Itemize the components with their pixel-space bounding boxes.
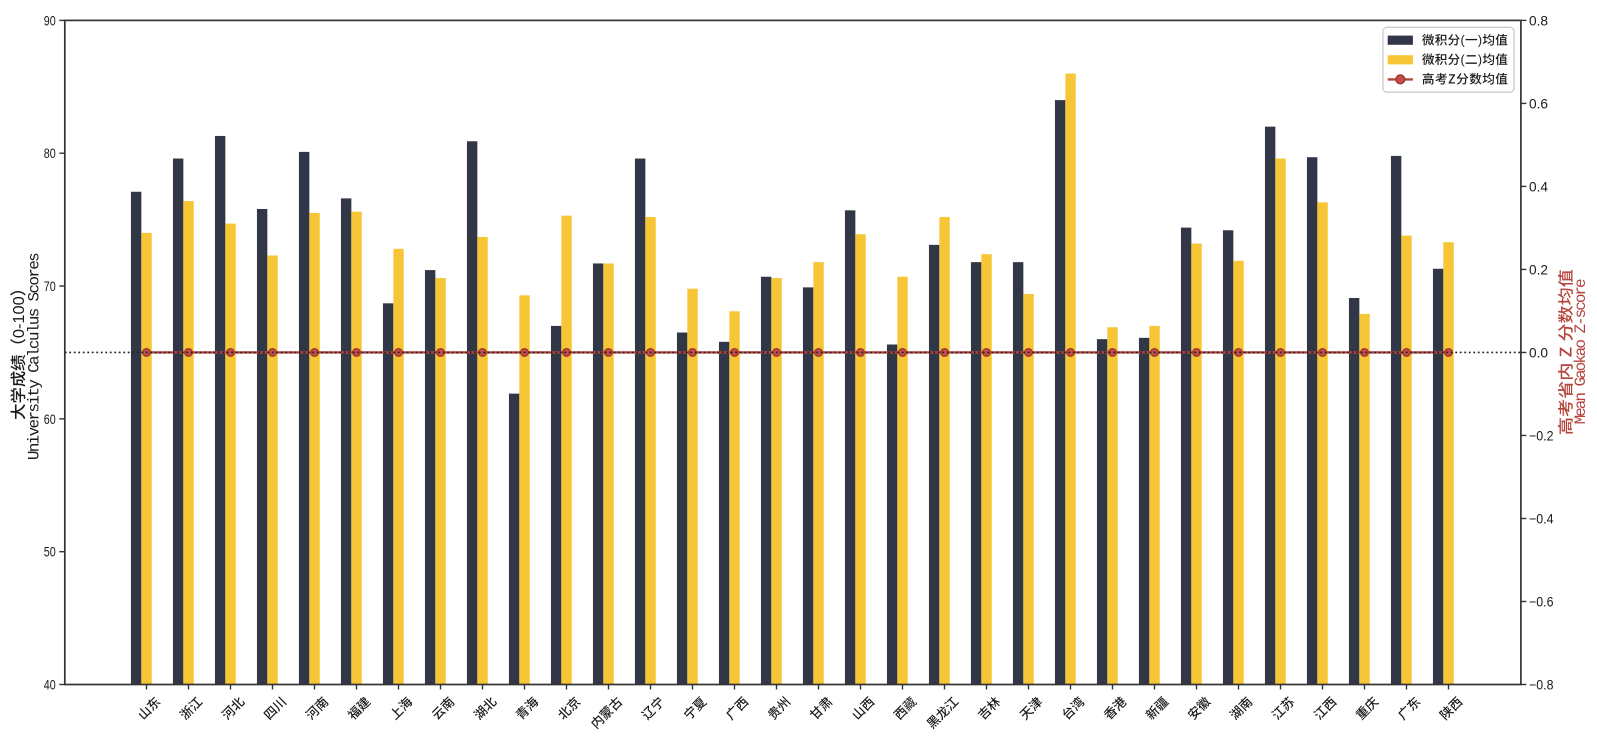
svg-text:微积分(二)均值: 微积分(二)均值	[1422, 49, 1508, 68]
svg-text:90: 90	[44, 9, 56, 29]
svg-text:0.6: 0.6	[1529, 92, 1548, 112]
svg-text:高考省内 Z 分数均值: 高考省内 Z 分数均值	[1553, 269, 1577, 435]
svg-text:微积分(一)均值: 微积分(一)均值	[1422, 29, 1508, 48]
svg-text:0.0: 0.0	[1529, 341, 1548, 361]
svg-text:大学成绩（0-100）: 大学成绩（0-100）	[5, 280, 29, 420]
svg-text:40: 40	[44, 673, 56, 693]
svg-text:−0.6: −0.6	[1529, 590, 1554, 610]
svg-text:0.4: 0.4	[1529, 175, 1548, 195]
svg-text:60: 60	[44, 408, 56, 428]
svg-text:高考Z分数均值: 高考Z分数均值	[1422, 69, 1508, 88]
svg-text:−0.2: −0.2	[1529, 424, 1554, 444]
svg-text:80: 80	[44, 142, 56, 162]
svg-text:50: 50	[44, 541, 56, 561]
svg-text:0.2: 0.2	[1529, 258, 1548, 278]
svg-text:−0.4: −0.4	[1529, 507, 1554, 527]
svg-text:Mean Gaokao Z-score: Mean Gaokao Z-score	[1572, 278, 1590, 424]
svg-text:0.8: 0.8	[1529, 9, 1548, 29]
svg-text:−0.8: −0.8	[1529, 673, 1554, 693]
svg-text:70: 70	[44, 275, 56, 295]
svg-text:University Calculus Scores: University Calculus Scores	[26, 252, 44, 460]
